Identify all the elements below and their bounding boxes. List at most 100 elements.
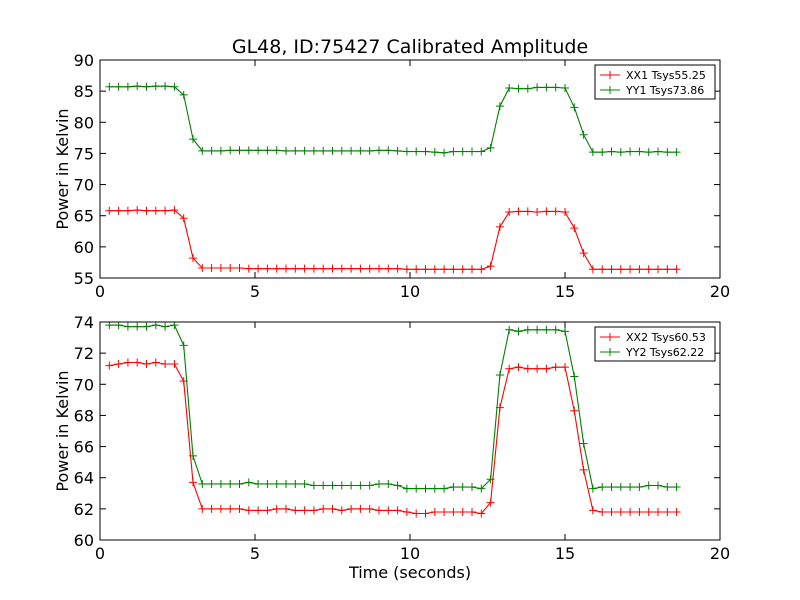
data-point-marker <box>468 265 476 274</box>
data-point-marker <box>291 506 300 515</box>
data-point-marker <box>105 361 114 370</box>
data-point-marker <box>654 507 662 516</box>
data-point-marker <box>588 265 597 274</box>
data-point-marker <box>486 498 495 507</box>
data-point-marker <box>505 364 514 373</box>
y-tick-label: 85 <box>74 82 94 101</box>
data-point-marker <box>328 481 337 490</box>
data-point-marker <box>272 264 281 273</box>
data-point-marker <box>430 148 439 157</box>
data-point-marker <box>607 483 616 492</box>
data-point-marker <box>477 265 486 274</box>
data-point-marker <box>198 264 207 273</box>
data-point-marker <box>644 265 653 274</box>
data-point-marker <box>179 90 188 99</box>
data-point-marker <box>263 264 272 273</box>
data-point-marker <box>151 358 160 367</box>
data-point-marker <box>430 265 439 274</box>
data-point-marker <box>319 481 328 490</box>
data-point-marker <box>477 509 486 518</box>
y-tick-label: 64 <box>74 469 94 488</box>
data-point-marker <box>402 484 411 493</box>
series-2 <box>105 322 681 493</box>
data-point-marker <box>375 479 383 488</box>
data-point-marker <box>309 146 318 155</box>
legend-label: XX2 Tsys60.53 <box>626 331 706 344</box>
data-point-marker <box>198 146 207 155</box>
data-point-marker <box>254 506 263 515</box>
data-point-marker <box>365 264 374 273</box>
chart-title: GL48, ID:75427 Calibrated Amplitude <box>232 36 588 58</box>
data-point-marker <box>635 483 644 492</box>
y-tick-label: 65 <box>74 207 94 226</box>
data-point-marker <box>477 147 486 156</box>
y-tick-label: 66 <box>74 438 94 457</box>
data-point-marker <box>626 483 635 492</box>
data-point-marker <box>179 341 188 350</box>
data-point-marker <box>514 363 523 372</box>
data-point-marker <box>291 146 300 155</box>
data-point-marker <box>533 364 542 373</box>
legend-swatch-marker <box>606 348 614 356</box>
data-point-marker <box>542 325 551 334</box>
data-point-marker <box>672 148 681 157</box>
data-point-marker <box>412 509 421 518</box>
data-point-marker <box>133 206 142 215</box>
data-point-marker <box>216 479 225 488</box>
data-point-marker <box>282 146 290 155</box>
data-point-marker <box>561 327 569 336</box>
x-tick-label: 15 <box>555 544 575 563</box>
data-point-marker <box>588 148 597 157</box>
data-point-marker <box>123 206 132 215</box>
data-point-marker <box>393 481 402 490</box>
legend: XX1 Tsys55.25 YY1 Tsys73.86 <box>594 64 716 100</box>
y-tick-label: 70 <box>74 375 94 394</box>
data-point-marker <box>588 484 597 493</box>
data-point-marker <box>226 264 235 273</box>
data-point-marker <box>533 325 542 334</box>
data-point-marker <box>495 222 504 231</box>
x-tick-label: 20 <box>710 544 730 563</box>
data-point-marker <box>254 146 263 155</box>
data-point-marker <box>523 207 532 216</box>
data-point-marker <box>486 475 495 484</box>
x-tick-label: 15 <box>555 282 575 301</box>
data-point-marker <box>244 146 253 155</box>
data-point-marker <box>384 146 393 155</box>
data-point-marker <box>151 206 160 215</box>
data-point-marker <box>319 504 328 513</box>
data-point-marker <box>505 84 514 93</box>
data-point-marker <box>635 147 644 156</box>
legend-swatch-marker <box>606 71 614 79</box>
data-point-marker <box>393 506 402 515</box>
data-point-marker <box>151 82 160 91</box>
data-point-marker <box>328 264 337 273</box>
data-point-marker <box>626 147 635 156</box>
y-tick-label: 70 <box>74 176 94 195</box>
data-point-marker <box>616 148 625 157</box>
data-point-marker <box>421 509 430 518</box>
data-point-marker <box>142 322 151 331</box>
legend-swatch-marker <box>606 333 614 341</box>
data-point-marker <box>486 143 495 152</box>
data-point-marker <box>114 206 123 215</box>
data-point-marker <box>542 207 551 216</box>
legend: XX2 Tsys60.53 YY2 Tsys62.22 <box>594 326 716 362</box>
series-line <box>109 209 677 270</box>
data-point-marker <box>365 481 374 490</box>
data-point-marker <box>328 504 337 513</box>
data-point-marker <box>644 148 653 157</box>
data-point-marker <box>663 148 672 157</box>
data-point-marker <box>421 484 430 493</box>
legend-label: YY1 Tsys73.86 <box>625 84 704 97</box>
data-point-marker <box>533 83 542 92</box>
data-point-marker <box>570 372 579 381</box>
data-point-marker <box>607 507 616 516</box>
data-point-marker <box>551 325 560 334</box>
data-point-marker <box>663 507 672 516</box>
data-point-marker <box>235 479 244 488</box>
data-point-marker <box>133 358 142 367</box>
data-point-marker <box>142 206 151 215</box>
data-point-marker <box>412 265 421 274</box>
